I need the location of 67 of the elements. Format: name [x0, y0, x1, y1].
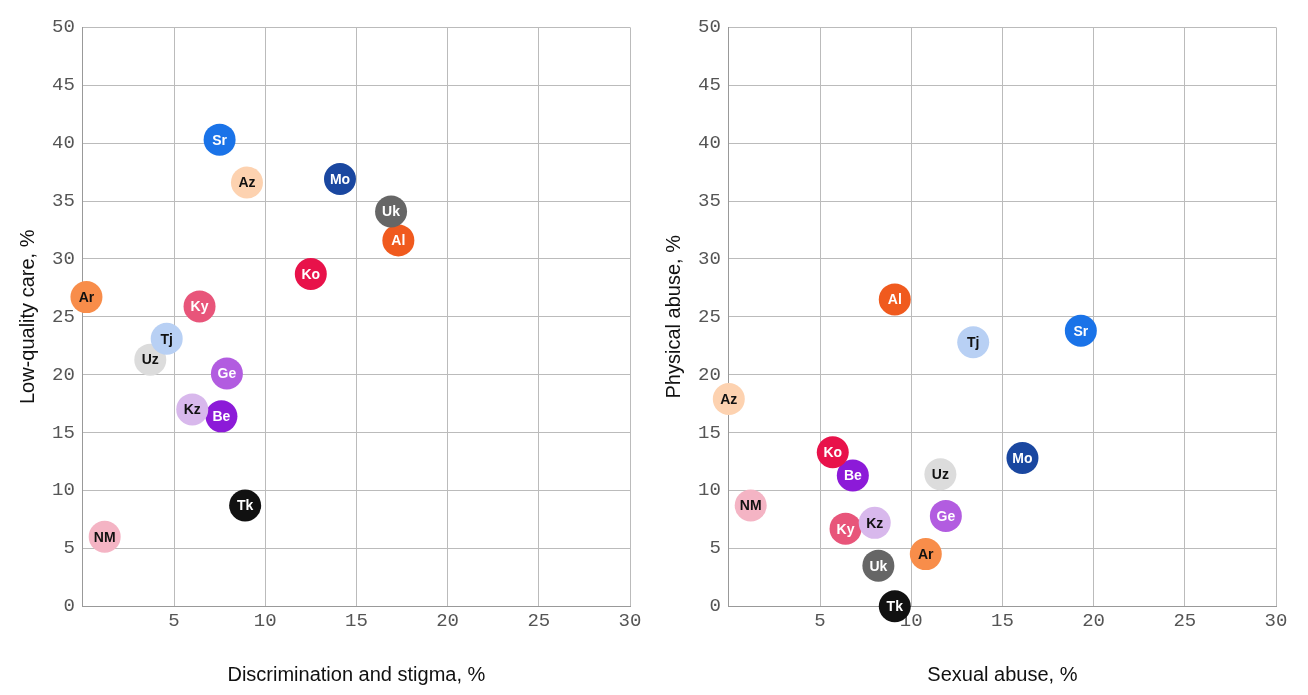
y-tick-label: 25: [697, 305, 721, 328]
y-tick-label: 45: [51, 74, 75, 97]
y-tick-label: 5: [709, 537, 721, 560]
series-label: Uz: [931, 466, 949, 483]
series-label: Tj: [160, 330, 173, 347]
x-tick-label: 15: [345, 609, 368, 632]
x-tick-label: 30: [1264, 609, 1288, 632]
y-tick-label: 0: [709, 595, 721, 618]
series-label: Sr: [212, 131, 228, 148]
series-label: Al: [391, 232, 406, 249]
series-label: Ky: [190, 298, 209, 315]
x-tick-label: 25: [1173, 609, 1197, 632]
y-axis-title: Physical abuse, %: [661, 234, 684, 399]
x-tick-label: 20: [436, 609, 460, 632]
series-label: Az: [720, 390, 738, 407]
series-label: Ky: [836, 520, 855, 537]
y-tick-label: 15: [51, 421, 75, 444]
series-label: Tj: [966, 334, 980, 351]
y-tick-label: 45: [697, 74, 721, 97]
series-label: Ar: [918, 545, 935, 562]
series-label: Tk: [886, 598, 904, 615]
x-tick-label: 25: [527, 609, 551, 632]
series-label: Ar: [78, 288, 95, 305]
y-tick-label: 40: [697, 132, 721, 155]
y-tick-label: 50: [51, 16, 75, 39]
y-tick-label: 40: [51, 132, 75, 155]
y-tick-label: 20: [51, 363, 75, 386]
y-tick-label: 0: [63, 595, 75, 618]
series-label: Mo: [1012, 449, 1033, 466]
y-tick-label: 35: [697, 190, 721, 213]
series-label: Al: [887, 291, 902, 308]
y-tick-label: 25: [51, 305, 75, 328]
y-tick-label: 30: [51, 247, 75, 270]
y-tick-label: 20: [697, 363, 721, 386]
series-label: Az: [238, 174, 256, 191]
series-label: Mo: [329, 170, 351, 187]
series-label: Uk: [869, 557, 888, 574]
y-tick-label: 15: [697, 421, 721, 444]
y-tick-label: 50: [697, 16, 721, 39]
x-tick-label: 5: [168, 609, 180, 632]
y-tick-label: 5: [63, 537, 75, 560]
x-tick-label: 15: [991, 609, 1014, 632]
y-tick-label: 10: [51, 479, 75, 502]
series-label: Ge: [217, 365, 237, 382]
x-tick-label: 20: [1082, 609, 1106, 632]
series-label: Uk: [382, 203, 401, 220]
series-label: Kz: [183, 401, 201, 418]
x-tick-label: 10: [253, 609, 277, 632]
series-label: Kz: [866, 514, 884, 531]
series-label: Ko: [301, 265, 321, 282]
x-axis-title: Discrimination and stigma, %: [227, 662, 486, 685]
x-tick-label: 30: [618, 609, 642, 632]
series-label: Be: [212, 408, 231, 425]
series-label: Sr: [1073, 322, 1089, 339]
y-axis-title: Low-quality care, %: [15, 229, 38, 405]
series-label: Tk: [236, 497, 254, 514]
series-label: Ko: [823, 444, 843, 461]
y-tick-label: 30: [697, 247, 721, 270]
series-label: NM: [93, 528, 116, 545]
x-tick-label: 5: [814, 609, 826, 632]
y-tick-label: 10: [697, 479, 721, 502]
series-label: Uz: [141, 351, 159, 368]
series-label: Ge: [936, 507, 956, 524]
series-label: NM: [739, 497, 762, 514]
series-label: Be: [843, 467, 862, 484]
x-axis-title: Sexual abuse, %: [927, 662, 1078, 685]
y-tick-label: 35: [51, 190, 75, 213]
